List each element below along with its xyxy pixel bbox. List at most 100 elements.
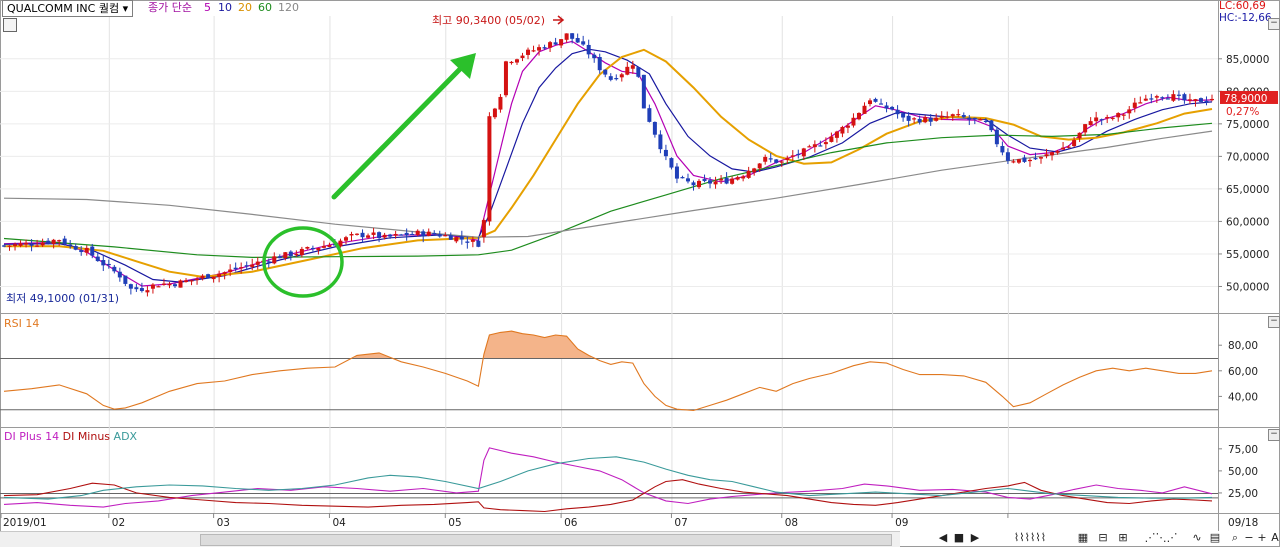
candle-body — [1165, 98, 1170, 100]
candle-body — [641, 74, 646, 109]
candle-body — [713, 181, 718, 185]
candle-body — [57, 240, 62, 242]
candle-body — [498, 96, 503, 110]
candle-body — [2, 245, 6, 247]
candle-body — [823, 142, 828, 145]
candle-body — [647, 108, 652, 122]
candle-body — [360, 232, 365, 238]
candle-body — [1000, 145, 1005, 153]
candle-body — [150, 284, 155, 289]
candle-body — [448, 235, 453, 240]
candle-body — [691, 182, 696, 186]
candle-body — [1033, 158, 1038, 160]
candle-body — [1083, 124, 1088, 133]
candle-body — [134, 287, 139, 290]
candle-body — [410, 233, 415, 236]
grid-view-icon[interactable]: ▤ — [1209, 531, 1221, 544]
candle-body — [1143, 98, 1148, 101]
candle-body — [614, 78, 619, 80]
candle-body — [283, 252, 288, 259]
trend-arrow-shaft — [331, 64, 465, 200]
candle-body — [1154, 96, 1159, 98]
candle-body — [1138, 102, 1143, 104]
ma-line-60 — [3, 122, 1213, 259]
search-icon[interactable]: ⌕ — [1231, 531, 1239, 544]
candle-body — [884, 105, 889, 109]
dmi-tick-label: 25,00 — [1228, 488, 1258, 500]
left-arrow-icon[interactable]: ◀ — [938, 531, 948, 544]
zoom-in-icon[interactable]: ⊞ — [1118, 531, 1128, 544]
candle-body — [608, 76, 613, 80]
candle-body — [437, 234, 442, 237]
price-pane-collapse-button[interactable]: − — [1268, 18, 1280, 30]
dmi-line-adx — [3, 456, 1213, 500]
candle-body — [978, 118, 983, 121]
candle-body — [189, 280, 194, 282]
candle-body — [1198, 98, 1203, 102]
last-change-value: 0,27% — [1226, 106, 1259, 118]
scroll-thumb[interactable] — [200, 534, 892, 546]
ticker-selector[interactable]: QUALCOMM INC 퀄컴 ▾ — [2, 0, 134, 17]
chart-style-icon[interactable]: ⌇⌇⌇⌇⌇⌇ — [1013, 531, 1047, 544]
zoom-out-icon[interactable]: ⊟ — [1098, 531, 1108, 544]
candle-body — [13, 244, 18, 246]
table-icon[interactable]: ▦ — [1077, 531, 1089, 544]
ma-line-10 — [3, 48, 1213, 283]
candle-body — [741, 176, 746, 179]
candle-body — [956, 114, 961, 116]
candle-body — [117, 271, 122, 278]
candle-body — [84, 247, 89, 253]
candle-body — [178, 280, 183, 288]
text-size-icon[interactable]: A — [1271, 531, 1279, 544]
candle-body — [785, 157, 790, 161]
candle-body — [1072, 140, 1077, 147]
candle-body — [503, 61, 508, 96]
rsi-pane-collapse-button[interactable]: − — [1268, 316, 1280, 328]
rsi-tick-label: 40,00 — [1228, 391, 1258, 403]
candle-body — [371, 232, 376, 235]
candle-body — [1088, 121, 1093, 126]
candle-body — [652, 121, 657, 135]
candle-body — [890, 106, 895, 110]
candle-body — [763, 156, 768, 162]
time-scrollbar[interactable] — [0, 531, 900, 547]
candle-body — [790, 155, 795, 157]
candle-body — [1116, 113, 1121, 118]
candle-body — [961, 115, 966, 118]
candle-body — [156, 286, 161, 288]
candle-body — [343, 237, 348, 241]
candle-body — [559, 39, 564, 46]
candle-body — [145, 290, 150, 293]
dmi-pane-collapse-button[interactable]: − — [1268, 429, 1280, 441]
candle-body — [807, 146, 812, 148]
candle-body — [233, 267, 238, 270]
grid-toggle-icon[interactable] — [3, 18, 17, 32]
wave-icon[interactable]: ∿ — [1192, 531, 1202, 544]
candle-body — [818, 145, 823, 147]
rsi-title: RSI 14 — [4, 317, 40, 330]
price-axis: 50,0000 55,0000 60,0000 65,0000 70,0000 75,00… — [1218, 54, 1278, 293]
ma-period-20: 20 — [238, 1, 252, 14]
mini-chart-icon[interactable]: ⋰⋱⋰ — [1144, 531, 1178, 544]
plus-icon[interactable]: + — [1257, 531, 1267, 544]
candle-body — [388, 234, 393, 237]
candle-body — [1149, 98, 1154, 100]
ma-prefix: 종가 단순 — [148, 1, 192, 14]
candle-body — [481, 220, 486, 238]
stop-icon[interactable]: ■ — [953, 531, 965, 544]
candle-body — [172, 284, 177, 287]
candle-body — [1160, 97, 1165, 99]
ma-period-5: 5 — [204, 1, 211, 14]
date-axis: 2019/01 02 03 04 05 06 07 08 09 09/18 — [0, 513, 1258, 529]
candle-body — [625, 66, 630, 75]
candle-body — [266, 261, 271, 263]
candle-body — [901, 113, 906, 118]
candle-body — [537, 47, 542, 51]
candle-body — [29, 244, 34, 246]
minus-icon[interactable]: − — [1244, 531, 1254, 544]
di-plus-label: DI Plus 14 — [4, 430, 60, 443]
right-arrow-icon[interactable]: ▶ — [970, 531, 980, 544]
candle-body — [570, 33, 575, 39]
candle-body — [542, 47, 547, 49]
candle-body — [796, 153, 801, 156]
